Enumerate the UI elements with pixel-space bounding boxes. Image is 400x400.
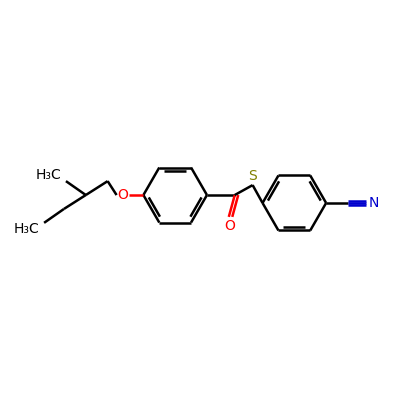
Text: O: O [224, 219, 235, 233]
Text: N: N [368, 196, 379, 210]
Text: O: O [117, 188, 128, 202]
Text: S: S [248, 169, 257, 183]
Text: H₃C: H₃C [35, 168, 61, 182]
Text: H₃C: H₃C [13, 222, 39, 236]
